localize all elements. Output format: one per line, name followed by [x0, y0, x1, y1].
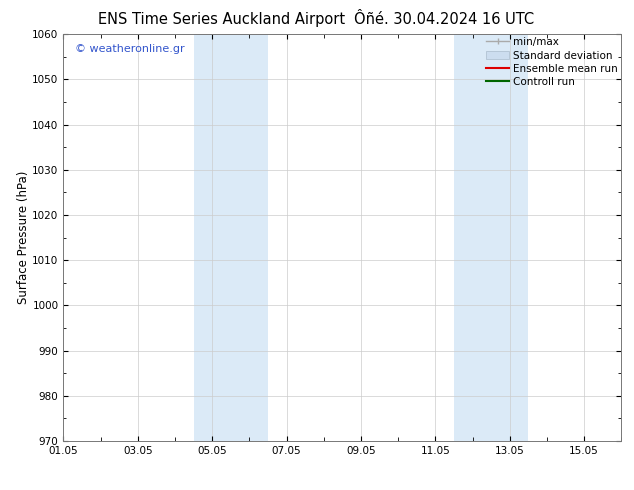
Legend: min/max, Standard deviation, Ensemble mean run, Controll run: min/max, Standard deviation, Ensemble me… — [486, 37, 618, 87]
Text: Ôñé. 30.04.2024 16 UTC: Ôñé. 30.04.2024 16 UTC — [354, 12, 534, 27]
Text: © weatheronline.gr: © weatheronline.gr — [75, 45, 184, 54]
Bar — [193, 34, 268, 441]
Y-axis label: Surface Pressure (hPa): Surface Pressure (hPa) — [16, 171, 30, 304]
Text: ENS Time Series Auckland Airport: ENS Time Series Auckland Airport — [98, 12, 346, 27]
Bar — [454, 34, 528, 441]
